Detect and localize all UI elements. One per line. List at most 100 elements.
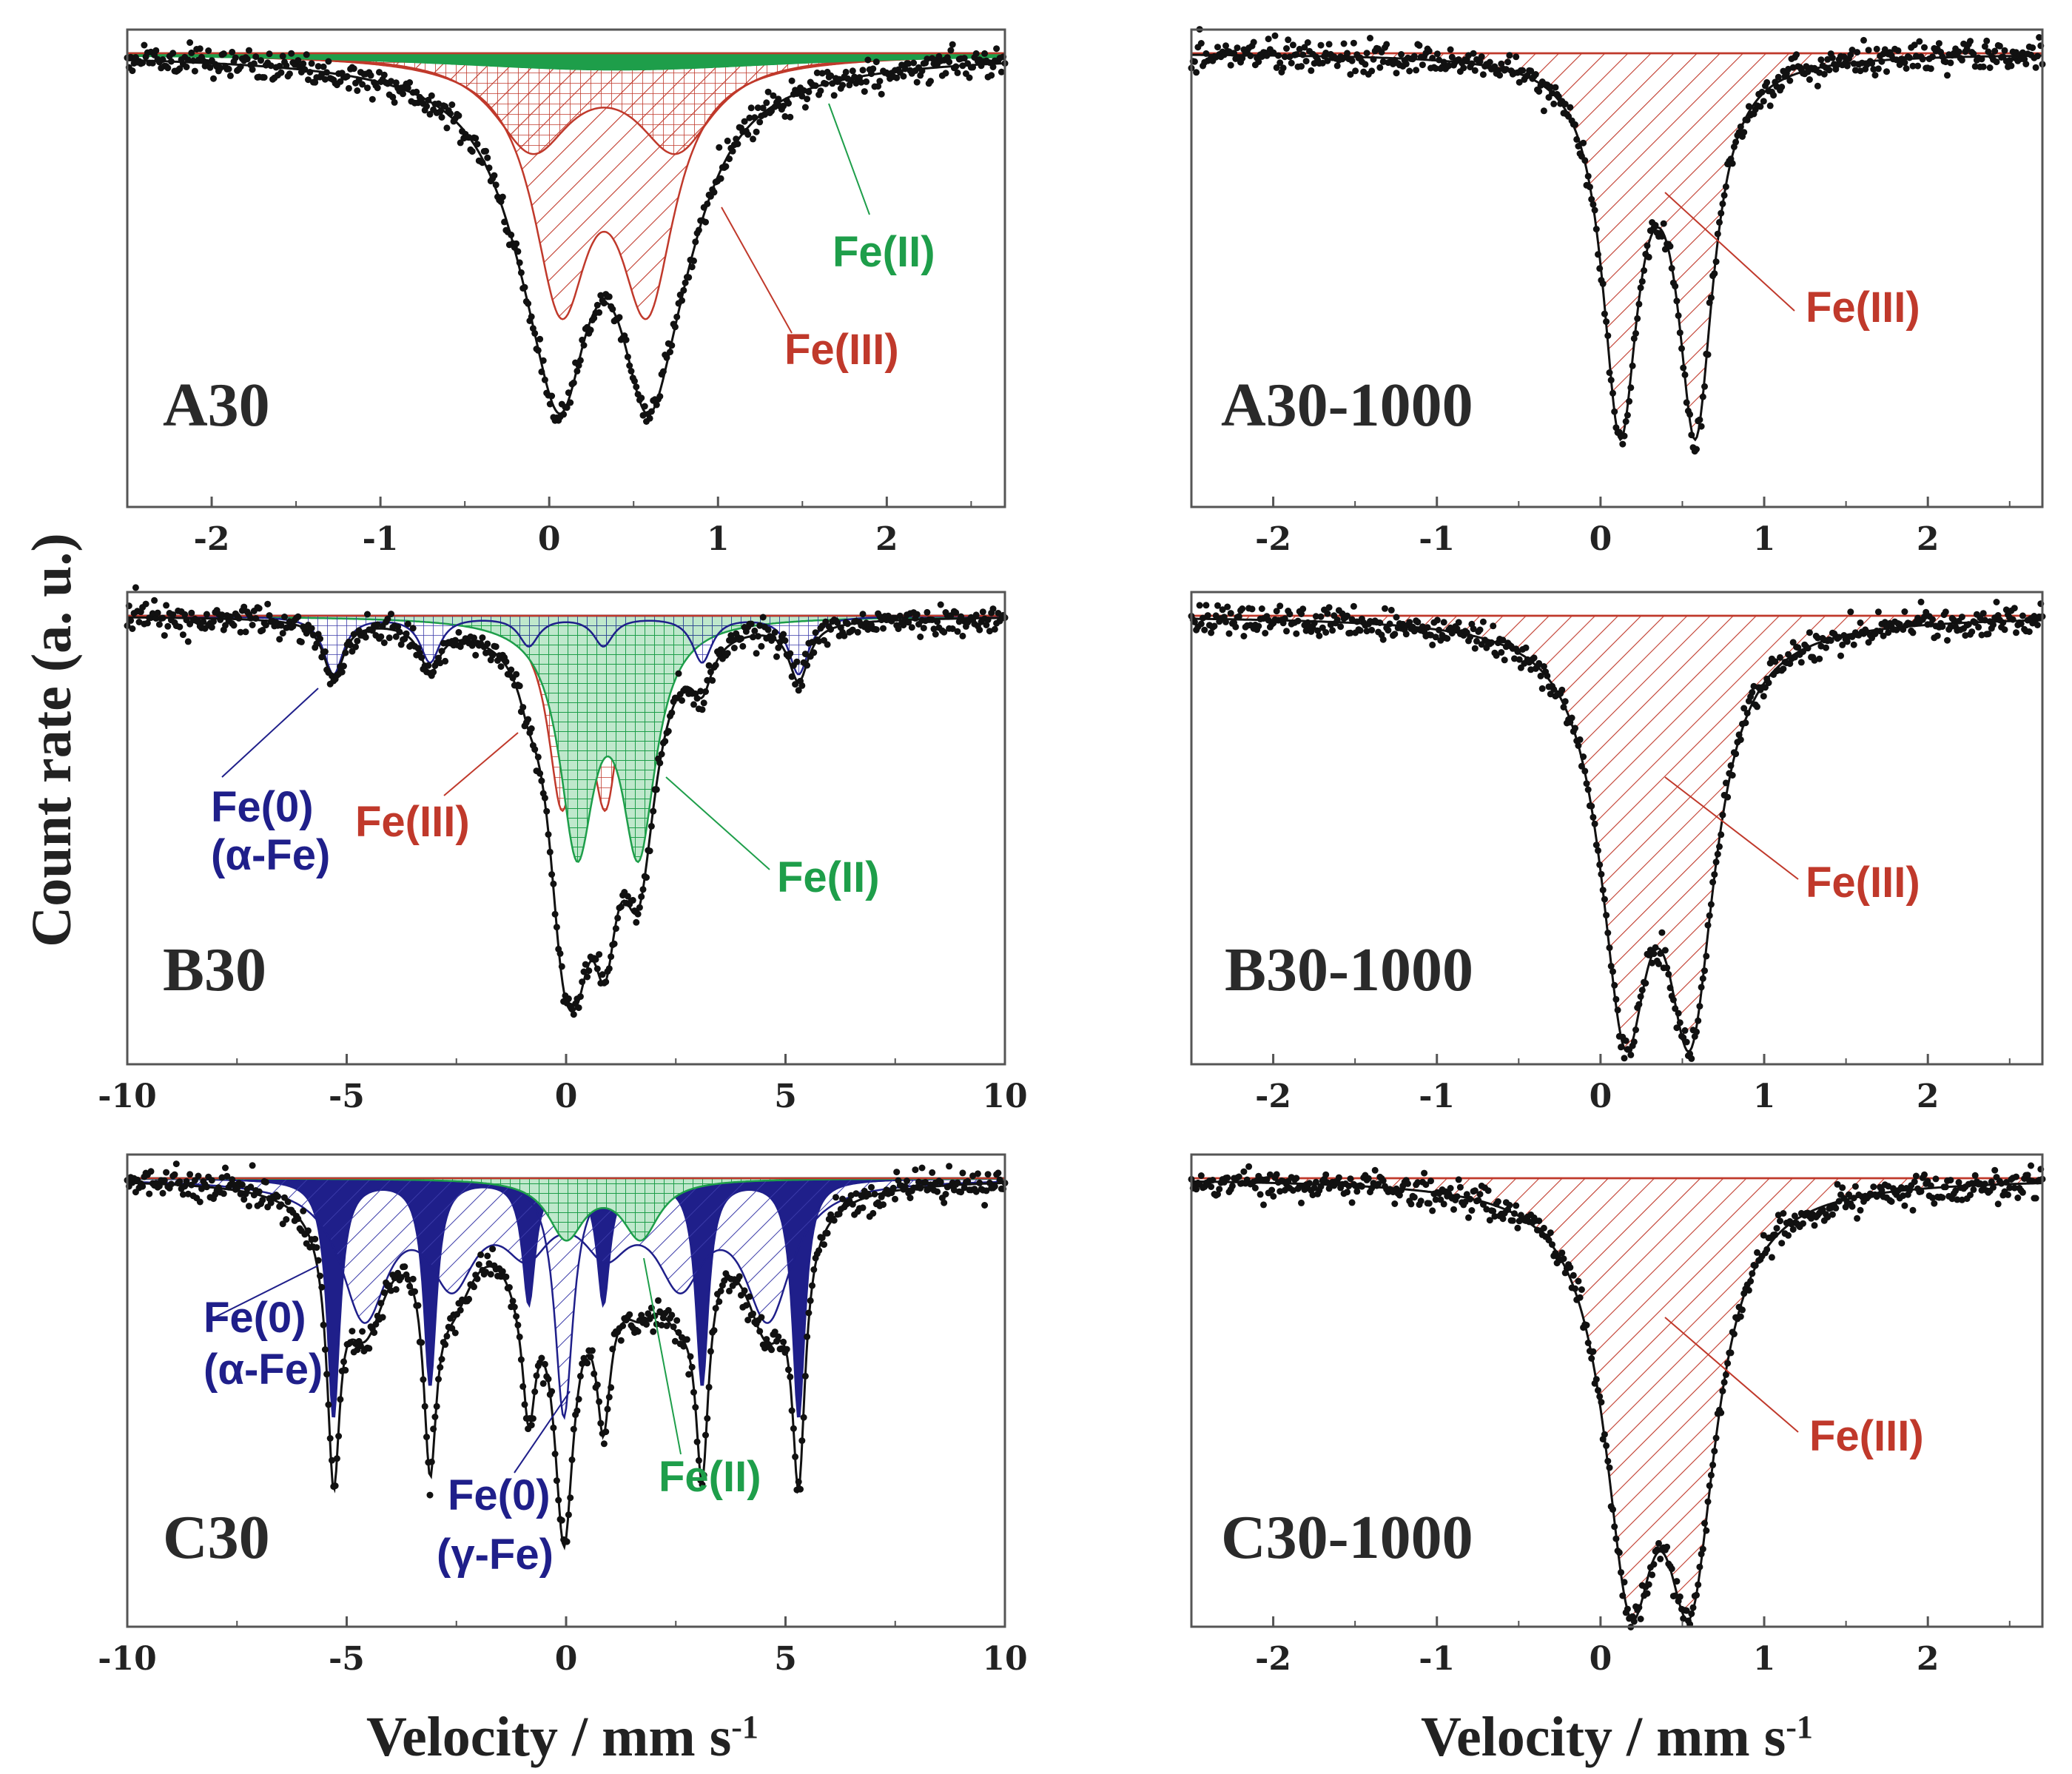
data-point [600, 300, 608, 307]
data-point [186, 39, 194, 46]
data-point [1816, 655, 1823, 662]
data-point [1201, 626, 1208, 634]
data-point [335, 1433, 343, 1439]
data-point [1312, 613, 1319, 620]
data-point [793, 658, 801, 665]
data-point [372, 1320, 380, 1328]
data-point [484, 154, 491, 161]
data-point [318, 654, 326, 661]
data-point [738, 1291, 744, 1299]
data-point [988, 72, 995, 79]
data-point [1311, 619, 1318, 627]
data-point [1595, 847, 1601, 854]
data-point [169, 50, 177, 57]
data-point [1193, 69, 1200, 76]
data-point [1786, 77, 1794, 84]
data-point [726, 1287, 733, 1294]
data-point [1837, 652, 1844, 659]
data-point [1470, 50, 1477, 57]
data-point [485, 1260, 493, 1267]
data-point [230, 622, 238, 629]
data-point [1800, 1220, 1806, 1227]
data-point [203, 1183, 210, 1191]
data-point [1806, 629, 1813, 636]
data-point [283, 62, 290, 70]
data-point [1778, 1240, 1786, 1247]
data-point [1490, 622, 1497, 630]
data-point [278, 1201, 285, 1209]
data-point [1591, 820, 1598, 827]
data-point [517, 1356, 525, 1363]
x-tick-label: 0 [555, 1078, 578, 1115]
data-point [1637, 284, 1644, 292]
data-point [1421, 1169, 1428, 1177]
data-point [1455, 1176, 1462, 1183]
data-point [1906, 620, 1913, 628]
data-point [1592, 841, 1600, 849]
data-point [1575, 143, 1582, 149]
data-point [1811, 1222, 1818, 1229]
data-point [983, 622, 990, 628]
data-point [2024, 1172, 2031, 1179]
data-point [1552, 84, 1559, 91]
data-point [690, 1388, 697, 1396]
data-point [1317, 1183, 1325, 1190]
data-point [680, 286, 687, 294]
data-point [1693, 446, 1700, 453]
data-point [1478, 53, 1485, 60]
data-point [1701, 1519, 1708, 1527]
data-point [340, 662, 347, 670]
data-point [541, 376, 548, 383]
data-point [699, 1481, 706, 1488]
data-point [1239, 55, 1246, 62]
data-point [1561, 101, 1569, 107]
data-point [1575, 742, 1582, 749]
data-point [1196, 602, 1203, 609]
data-point [1227, 61, 1234, 69]
data-point [693, 1438, 701, 1445]
data-points [124, 584, 1009, 1018]
data-point [286, 618, 293, 625]
data-point [818, 70, 826, 77]
data-point [309, 631, 317, 639]
data-point [538, 368, 545, 375]
data-point [167, 58, 175, 65]
data-point [1560, 704, 1567, 710]
data-point [1615, 1549, 1623, 1556]
data-point [1235, 1173, 1242, 1180]
data-point [249, 66, 256, 73]
data-point [501, 218, 508, 226]
data-point [937, 601, 944, 608]
data-point [1817, 56, 1825, 64]
data-point [930, 625, 938, 633]
data-point [1611, 981, 1618, 989]
data-point [1638, 278, 1646, 285]
data-point [1939, 623, 1946, 631]
data-point [455, 112, 462, 119]
data-point [343, 73, 351, 80]
data-point [878, 90, 885, 98]
data-point [477, 1251, 485, 1258]
data-point [1658, 232, 1666, 240]
x-tick-label: 0 [555, 1640, 578, 1678]
data-point [941, 628, 948, 636]
data-point [1322, 1171, 1330, 1178]
data-point [984, 1171, 992, 1178]
data-points [124, 1160, 1009, 1545]
data-point [756, 1328, 764, 1335]
data-point [1947, 623, 1954, 631]
data-point [787, 113, 794, 121]
data-point [702, 688, 709, 695]
data-point [1567, 1264, 1574, 1271]
data-point [827, 72, 835, 79]
data-point [437, 108, 444, 115]
data-point [1727, 762, 1735, 769]
data-point [704, 200, 711, 207]
data-point [1592, 226, 1600, 233]
data-point [516, 682, 523, 690]
data-point [807, 1297, 814, 1304]
data-point [580, 968, 588, 975]
data-point [508, 666, 515, 673]
